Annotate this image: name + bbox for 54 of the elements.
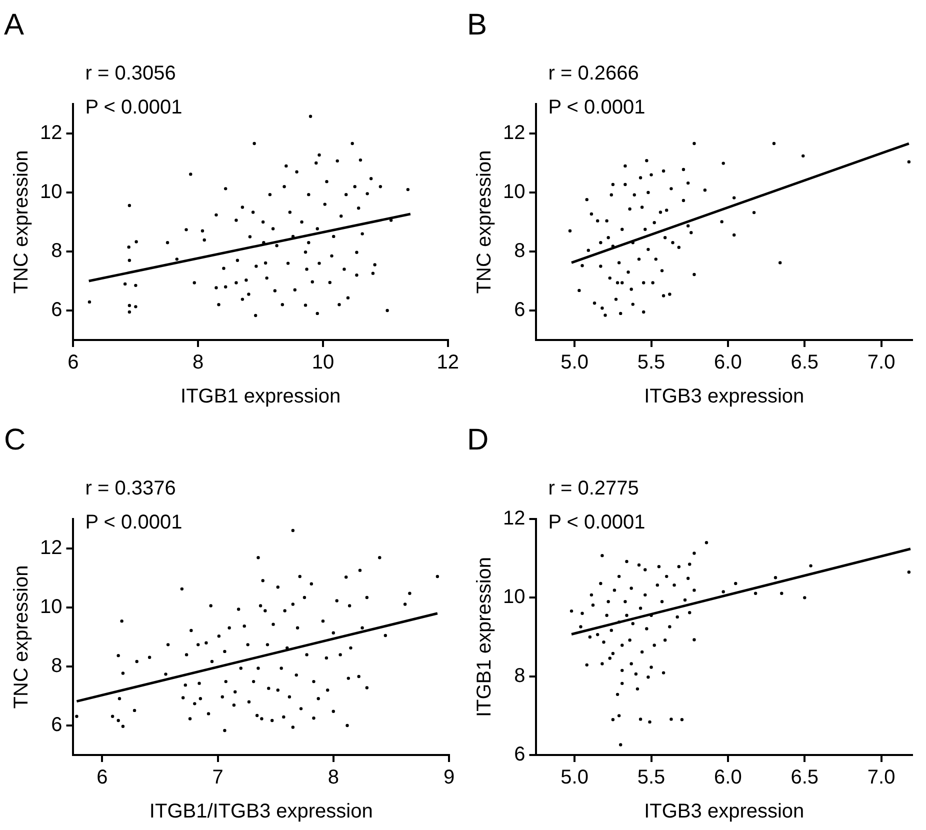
x-tick-label: 7.0: [867, 352, 896, 374]
x-tick-label: 5.5: [637, 352, 666, 374]
x-tick-label: 5.0: [560, 352, 588, 374]
x-axis-title: ITGB1 expression: [180, 386, 341, 408]
text: r = 0.2666: [548, 62, 639, 85]
y-axis-title: ITGB1 expression: [474, 556, 496, 718]
annotation: P < 0.0001: [85, 512, 182, 534]
y-axis-title: TNC expression: [10, 150, 33, 294]
text: r = 0.3376: [85, 478, 176, 500]
text: r = 0.3056: [85, 62, 176, 85]
x-tick-label: 8: [328, 766, 339, 789]
y-tick-label: 6: [514, 744, 526, 766]
y-tick-label: 10: [40, 181, 62, 204]
x-tick-label: 5.5: [637, 766, 666, 789]
x-tick-label: 6: [96, 766, 108, 789]
x-axis-title: ITGB3 expression: [644, 386, 804, 408]
x-tick-label: 6.0: [714, 352, 742, 374]
text: r = 0.2775: [548, 478, 639, 500]
y-tick-label: 12: [502, 122, 526, 144]
y-axis-title: TNC expression: [474, 150, 496, 294]
x-tick-label: 6.5: [790, 352, 819, 374]
annotation: P < 0.0001: [85, 96, 182, 119]
y-tick-label: 6: [51, 714, 62, 736]
x-tick-label: 12: [436, 352, 459, 374]
x-axis-title: ITGB1/ITGB3 expression: [149, 800, 373, 823]
chart-title: D: [467, 423, 489, 456]
chart-title: C: [4, 423, 26, 456]
annotation: P < 0.0001: [548, 512, 646, 534]
y-tick-label: 12: [40, 537, 62, 560]
y-tick-label: 6: [514, 299, 526, 322]
annotation: P < 0.0001: [548, 96, 646, 119]
x-tick-label: 5.0: [560, 766, 588, 789]
y-tick-label: 8: [514, 664, 526, 687]
y-tick-label: 10: [502, 586, 526, 608]
x-tick-label: 6.0: [714, 766, 742, 789]
y-tick-label: 12: [502, 508, 526, 530]
chart-title: A: [4, 8, 24, 42]
x-tick-label: 6: [68, 352, 79, 374]
x-tick-label: 6.5: [790, 766, 819, 789]
x-tick-label: 7.0: [867, 766, 896, 789]
chart-title: B: [467, 8, 488, 42]
x-axis-title: ITGB3 expression: [644, 800, 804, 823]
y-axis-title: TNC expression: [10, 565, 33, 709]
y-tick-label: 10: [502, 181, 526, 204]
x-tick-label: 8: [192, 352, 204, 374]
x-tick-label: 7: [212, 766, 224, 789]
y-tick-label: 8: [51, 240, 62, 262]
y-tick-label: 10: [40, 596, 62, 618]
x-tick-label: 9: [443, 766, 455, 789]
y-tick-label: 12: [40, 122, 62, 144]
y-tick-label: 6: [51, 299, 62, 322]
x-tick-label: 10: [312, 352, 334, 374]
y-tick-label: 8: [514, 240, 526, 262]
y-tick-label: 8: [51, 655, 62, 678]
